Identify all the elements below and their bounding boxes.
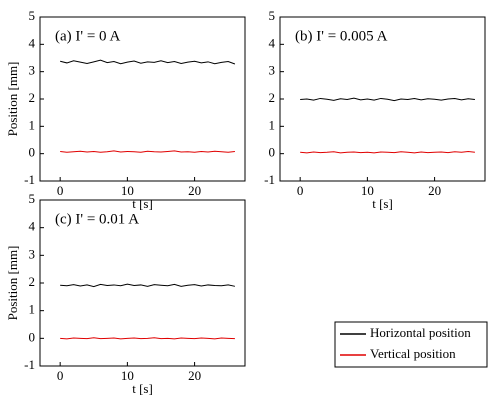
y-tick-label: 4 — [269, 35, 276, 50]
y-tick-label: 3 — [29, 63, 36, 78]
x-axis-label: t [s] — [132, 196, 153, 211]
y-tick-label: 3 — [29, 246, 36, 261]
y-tick-label: 5 — [269, 8, 276, 23]
y-tick-label: 1 — [29, 117, 36, 132]
legend-label: Horizontal position — [370, 325, 471, 340]
data-line — [300, 97, 475, 102]
y-tick-label: 0 — [29, 329, 36, 344]
x-axis-label: t [s] — [372, 196, 393, 211]
y-tick-label: 3 — [269, 63, 276, 78]
x-tick-label: 0 — [297, 183, 304, 198]
x-tick-label: 10 — [361, 183, 374, 198]
y-tick-label: 4 — [29, 35, 36, 50]
y-tick-label: 0 — [269, 145, 276, 160]
y-tick-label: 0 — [29, 145, 36, 160]
y-tick-label: 2 — [29, 90, 36, 105]
data-line — [60, 150, 235, 153]
y-tick-label: -1 — [24, 172, 35, 187]
x-tick-label: 10 — [121, 368, 134, 383]
x-tick-label: 20 — [188, 183, 201, 198]
y-tick-label: 1 — [269, 117, 276, 132]
x-tick-label: 0 — [57, 183, 64, 198]
chart-title: (c) I' = 0.01 A — [55, 211, 139, 227]
y-axis-label: Position [mm] — [5, 246, 20, 321]
y-axis-label: Position [mm] — [5, 62, 20, 137]
y-tick-label: 5 — [29, 191, 36, 206]
x-tick-label: 20 — [428, 183, 441, 198]
chart-title: (b) I' = 0.005 A — [295, 28, 388, 44]
data-line — [60, 59, 236, 65]
y-tick-label: 2 — [29, 274, 36, 289]
legend-box — [334, 321, 488, 368]
y-tick-label: 5 — [29, 8, 36, 23]
data-line — [300, 150, 475, 154]
legend: Horizontal position Vertical position — [334, 321, 488, 368]
legend-label: Vertical position — [370, 346, 456, 361]
y-tick-label: -1 — [24, 357, 35, 372]
y-tick-label: 4 — [29, 219, 36, 234]
x-tick-label: 0 — [57, 368, 64, 383]
y-tick-label: 1 — [29, 302, 36, 317]
x-axis-label: t [s] — [132, 381, 153, 396]
y-tick-label: 2 — [269, 90, 276, 105]
data-line — [60, 337, 235, 340]
data-line — [60, 283, 236, 288]
x-tick-label: 10 — [121, 183, 134, 198]
chart-title: (a) I' = 0 A — [55, 28, 120, 44]
y-tick-label: -1 — [264, 172, 275, 187]
x-tick-label: 20 — [188, 368, 201, 383]
